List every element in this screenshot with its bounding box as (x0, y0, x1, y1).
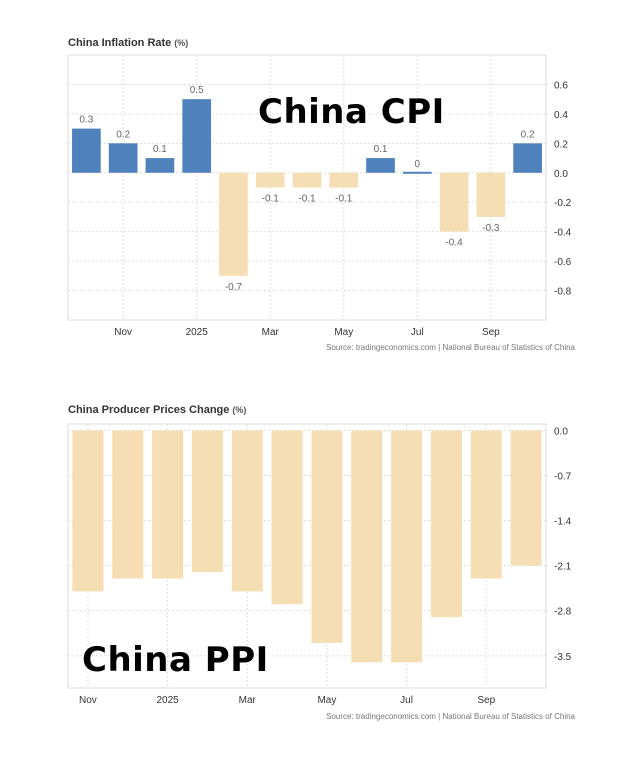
cpi-data-label: 0 (415, 159, 421, 170)
ppi-bar (231, 430, 263, 592)
cpi-chart-title-unit: (%) (174, 38, 189, 48)
cpi-bar (219, 172, 248, 276)
cpi-data-label: -0.1 (298, 194, 316, 205)
ppi-bar (391, 430, 423, 663)
cpi-bar (402, 171, 432, 174)
cpi-y-tick-label: 0.4 (554, 110, 568, 121)
cpi-data-label: 0.3 (79, 115, 93, 126)
cpi-bar (366, 158, 395, 173)
cpi-bar (439, 172, 469, 232)
cpi-bar (255, 172, 285, 188)
ppi-bar (72, 430, 104, 592)
cpi-bar-chart: 0.6 0.4 0.2 0.0 -0.2 -0.4 -0.6 -0.8 Nov 2025 Mar Ma… (67, 54, 572, 338)
cpi-x-tick-label: May (334, 327, 353, 338)
cpi-y-tick-label: 0.6 (554, 80, 568, 91)
cpi-x-tick-label: Sep (482, 327, 500, 338)
cpi-data-label: -0.7 (225, 282, 243, 293)
ppi-bar (470, 430, 502, 579)
cpi-x-tick-label: Nov (114, 327, 132, 338)
cpi-y-tick-label: 0.2 (554, 139, 568, 150)
cpi-plot-frame (67, 54, 547, 321)
cpi-source-note: Source: tradingeconomics.com | National … (326, 343, 575, 352)
ppi-x-tick-label: Jul (400, 695, 413, 706)
ppi-chart-title-text: China Producer Prices Change (68, 404, 230, 416)
cpi-y-tick-label: -0.8 (554, 287, 572, 298)
ppi-bar (351, 430, 383, 663)
ppi-x-tick-label: Nov (79, 695, 97, 706)
cpi-overlay-label: China CPI (258, 92, 445, 132)
ppi-x-tick-label: May (317, 695, 336, 706)
ppi-chart-title-unit: (%) (232, 405, 247, 415)
ppi-plot-frame (67, 423, 547, 689)
cpi-data-label: -0.4 (445, 238, 463, 249)
ppi-y-tick-label: 0.0 (554, 426, 568, 437)
cpi-bar (72, 128, 101, 173)
cpi-chart-panel: China Inflation Rate (%) 0.6 0.4 0.2 0.0 -0.2… (0, 0, 630, 370)
ppi-chart-panel: China Producer Prices Change (%) 0.0 -0.7 -… (0, 370, 630, 775)
cpi-y-tick-label: -0.6 (554, 257, 572, 268)
cpi-chart-title: China Inflation Rate (%) (68, 37, 188, 49)
cpi-y-tick-label: -0.2 (554, 198, 572, 209)
ppi-y-tick-label: -1.4 (554, 517, 572, 528)
ppi-bar (152, 430, 184, 579)
ppi-bar (271, 430, 303, 605)
cpi-bar (292, 172, 322, 188)
ppi-y-tick-label: -2.8 (554, 607, 572, 618)
cpi-bar (476, 172, 506, 217)
cpi-y-tick-label: 0.0 (554, 169, 568, 180)
ppi-y-tick-label: -2.1 (554, 562, 572, 573)
cpi-bar (513, 143, 542, 173)
cpi-data-label: 0.1 (374, 144, 388, 155)
ppi-x-tick-label: 2025 (156, 695, 179, 706)
cpi-data-label: 0.5 (190, 85, 204, 96)
cpi-bar (145, 158, 175, 173)
cpi-y-tick-label: -0.4 (554, 228, 572, 239)
cpi-data-label: -0.3 (482, 223, 500, 234)
ppi-overlay-label: China PPI (82, 640, 269, 680)
cpi-data-label: 0.1 (153, 144, 167, 155)
ppi-bar (311, 430, 343, 643)
ppi-bar (510, 430, 542, 566)
cpi-data-label: 0.2 (116, 129, 130, 140)
ppi-bar (191, 430, 223, 573)
ppi-bar (112, 430, 144, 579)
ppi-source-note: Source: tradingeconomics.com | National … (326, 712, 575, 721)
ppi-x-tick-label: Sep (477, 695, 495, 706)
cpi-data-label: -0.1 (262, 194, 280, 205)
cpi-x-tick-label: Jul (411, 327, 424, 338)
cpi-bar (108, 143, 138, 173)
cpi-data-label: 0.2 (521, 129, 535, 140)
ppi-chart-title: China Producer Prices Change (%) (68, 404, 246, 416)
cpi-chart-title-text: China Inflation Rate (68, 37, 172, 49)
ppi-bar-chart: 0.0 -0.7 -1.4 -2.1 -2.8 -3.5 Nov 2025 Mar May Jul S… (67, 423, 572, 706)
ppi-y-tick-label: -3.5 (554, 652, 572, 663)
ppi-y-tick-label: -0.7 (554, 472, 572, 483)
cpi-bar (329, 172, 359, 188)
cpi-x-tick-label: Mar (262, 327, 280, 338)
cpi-x-tick-label: 2025 (186, 327, 209, 338)
ppi-bar (430, 430, 462, 618)
cpi-bar (182, 99, 212, 173)
cpi-data-label: -0.1 (335, 194, 353, 205)
ppi-x-tick-label: Mar (239, 695, 257, 706)
